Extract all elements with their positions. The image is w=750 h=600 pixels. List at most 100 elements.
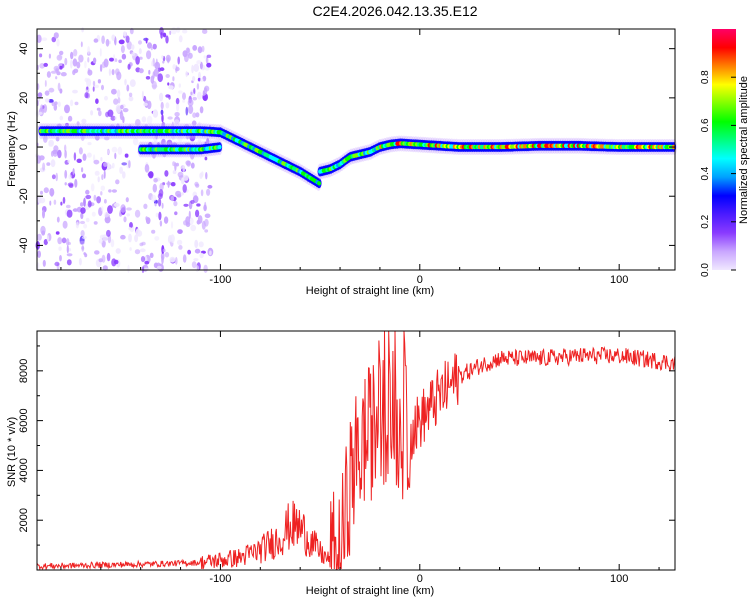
noise-speckle	[75, 221, 79, 229]
noise-speckle	[185, 106, 189, 116]
noise-speckle	[181, 177, 185, 185]
noise-speckle	[93, 84, 99, 89]
noise-speckle	[78, 147, 83, 155]
figure-title: C2E4.2026.042.13.35.E12	[312, 3, 477, 19]
noise-speckle	[80, 212, 84, 219]
noise-speckle	[85, 217, 90, 223]
noise-speckle	[197, 77, 201, 82]
noise-speckle	[163, 216, 169, 224]
noise-speckle	[159, 92, 164, 102]
noise-speckle	[195, 209, 200, 218]
noise-speckle	[62, 196, 66, 204]
noise-speckle	[174, 112, 180, 117]
noise-speckle	[116, 89, 121, 98]
noise-speckle	[152, 183, 157, 193]
noise-speckle	[182, 29, 188, 34]
noise-speckle	[176, 26, 181, 33]
noise-speckle	[183, 203, 189, 207]
noise-speckle	[122, 171, 126, 179]
noise-speckle	[190, 162, 195, 169]
noise-speckle	[119, 166, 123, 174]
colorbar-tick-label: 0.6	[700, 118, 711, 132]
noise-speckle	[182, 174, 189, 181]
noise-speckle	[161, 202, 164, 209]
noise-speckle	[138, 68, 144, 74]
noise-speckle	[206, 188, 211, 196]
noise-speckle	[192, 45, 198, 51]
noise-speckle	[187, 99, 194, 107]
noise-speckle	[162, 32, 167, 38]
ridge-core	[217, 144, 222, 150]
noise-speckle	[67, 115, 73, 122]
noise-speckle	[121, 162, 127, 166]
noise-speckle	[85, 194, 92, 200]
noise-speckle	[129, 247, 132, 251]
noise-speckle	[170, 221, 174, 229]
noise-speckle	[125, 197, 129, 203]
noise-speckle	[153, 68, 159, 77]
snr-x-axis-label: Height of straight line (km)	[306, 585, 434, 597]
noise-speckle	[106, 252, 111, 262]
noise-speckle	[84, 92, 89, 99]
noise-speckle	[78, 54, 84, 63]
noise-speckle	[190, 224, 197, 232]
noise-speckle	[176, 239, 183, 245]
noise-speckle	[44, 90, 50, 96]
noise-speckle	[201, 45, 205, 53]
noise-speckle	[40, 190, 43, 195]
noise-speckle	[148, 69, 151, 75]
noise-speckle	[84, 253, 88, 258]
noise-speckle	[104, 216, 111, 224]
noise-speckle	[141, 90, 144, 100]
noise-speckle	[194, 181, 199, 187]
noise-speckle	[188, 210, 191, 220]
noise-speckle	[164, 251, 170, 258]
colorbar: 0.0 0.2 0.4 0.6 0.8 Normalized spectral ampl…	[700, 29, 750, 277]
noise-speckle	[98, 238, 103, 244]
snr-y-axis-label: SNR (10 * v/v)	[6, 417, 18, 487]
noise-speckle	[73, 152, 77, 161]
colorbar-tick-label: 0.8	[700, 70, 711, 84]
noise-speckle	[194, 248, 201, 254]
noise-speckle	[190, 91, 193, 96]
noise-speckle	[129, 79, 136, 87]
noise-speckle	[209, 250, 212, 256]
noise-speckle	[200, 78, 204, 82]
noise-speckle	[84, 60, 87, 69]
noise-speckle	[59, 65, 63, 70]
noise-speckle	[126, 41, 132, 50]
noise-speckle	[123, 216, 127, 223]
noise-speckle	[111, 162, 115, 169]
noise-speckle	[192, 96, 197, 101]
noise-speckle	[147, 172, 153, 178]
noise-speckle	[182, 50, 188, 58]
noise-speckle	[66, 253, 73, 257]
noise-speckle	[115, 248, 121, 254]
noise-speckle	[200, 189, 204, 197]
noise-speckle	[44, 80, 47, 87]
noise-speckle	[120, 104, 124, 110]
noise-speckle	[90, 110, 94, 116]
noise-speckle	[49, 188, 55, 197]
snr-y-tick-label: 6000	[18, 408, 30, 432]
noise-speckle	[81, 173, 87, 179]
noise-speckle	[122, 108, 129, 113]
noise-speckle	[177, 229, 183, 235]
noise-speckle	[111, 34, 116, 41]
noise-speckle	[198, 241, 204, 248]
noise-speckle	[138, 56, 143, 60]
noise-speckle	[191, 120, 197, 126]
colorbar-gradient	[712, 29, 736, 270]
noise-speckle	[194, 239, 199, 249]
noise-speckle	[162, 60, 165, 64]
noise-speckle	[36, 155, 41, 164]
noise-speckle	[144, 260, 150, 265]
noise-speckle	[178, 35, 183, 43]
noise-speckle	[158, 198, 162, 207]
noise-speckle	[101, 35, 105, 44]
noise-speckle	[78, 258, 82, 266]
noise-speckle	[50, 159, 56, 168]
noise-speckle	[102, 265, 108, 271]
noise-speckle	[107, 205, 113, 214]
noise-speckle	[105, 38, 110, 47]
